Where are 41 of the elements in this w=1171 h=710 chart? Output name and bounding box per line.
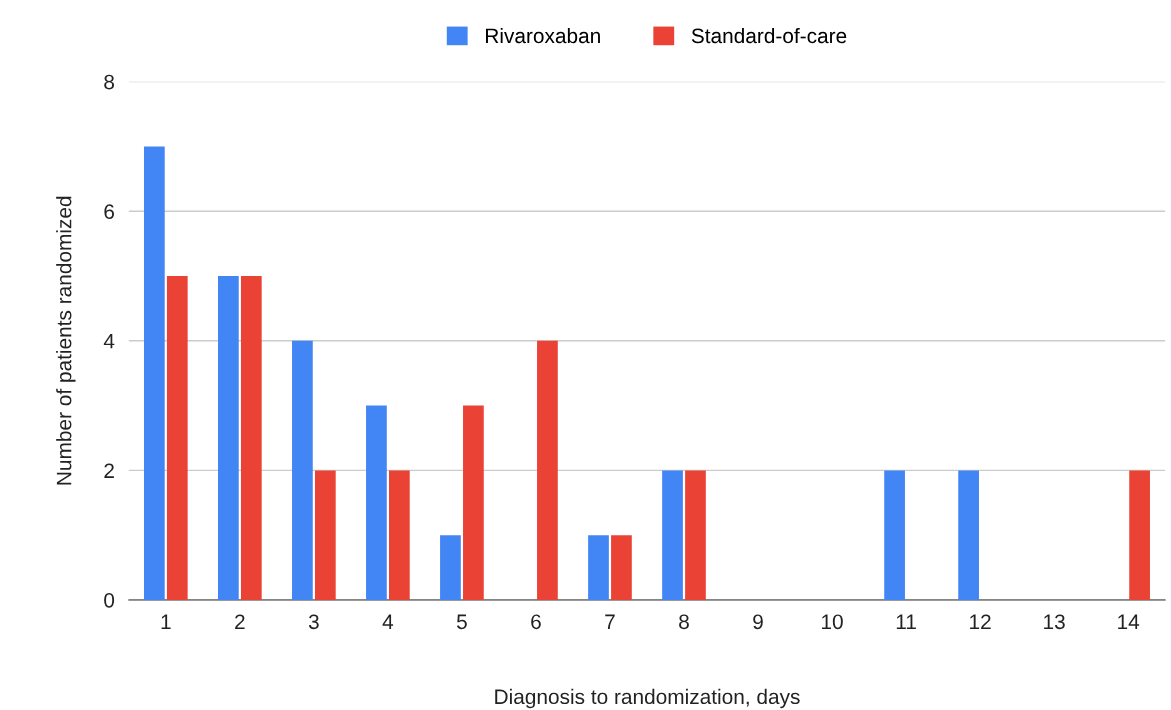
bar [143, 146, 165, 600]
x-tick-label: 1 [161, 614, 171, 629]
x-tick-label: 12 [970, 614, 991, 629]
bar [958, 470, 979, 600]
bar [611, 535, 632, 600]
x-tick-label: 9 [753, 614, 763, 630]
legend-label: Standard-of-care [691, 27, 847, 44]
x-tick-label: 6 [531, 614, 541, 630]
legend-label: Rivaroxaban [486, 27, 600, 44]
bar [662, 470, 683, 600]
bar [463, 405, 484, 600]
y-tick-label: 8 [104, 74, 115, 90]
x-tick-label: 10 [822, 614, 843, 630]
x-tick-label: 3 [308, 614, 319, 630]
x-tick-label: 7 [605, 614, 615, 629]
bar [366, 405, 387, 600]
bar [240, 276, 262, 600]
x-tick-label: 8 [679, 614, 689, 630]
bar [440, 535, 461, 600]
bar [166, 276, 188, 600]
bar [314, 470, 336, 600]
x-tick-label: 11 [896, 614, 916, 629]
x-tick-label: 4 [382, 614, 394, 629]
x-tick-label: 13 [1044, 614, 1065, 630]
x-tick-label: 2 [235, 614, 245, 629]
bar [884, 470, 905, 600]
x-tick-label: 14 [1118, 614, 1140, 629]
y-tick-label: 2 [104, 463, 114, 478]
bar [537, 340, 558, 600]
y-axis-title: Number of patients randomized [56, 196, 76, 485]
bar [685, 470, 706, 600]
x-tick-label: 5 [456, 614, 467, 630]
bar [389, 470, 410, 600]
y-tick-label: 0 [104, 592, 115, 608]
y-tick-label: 4 [103, 334, 115, 349]
x-axis-title: Diagnosis to randomization, days [495, 688, 800, 709]
bar [218, 276, 239, 600]
bar [588, 535, 609, 600]
y-tick-label: 6 [104, 204, 115, 219]
bar [292, 340, 313, 600]
bar [1129, 470, 1150, 600]
